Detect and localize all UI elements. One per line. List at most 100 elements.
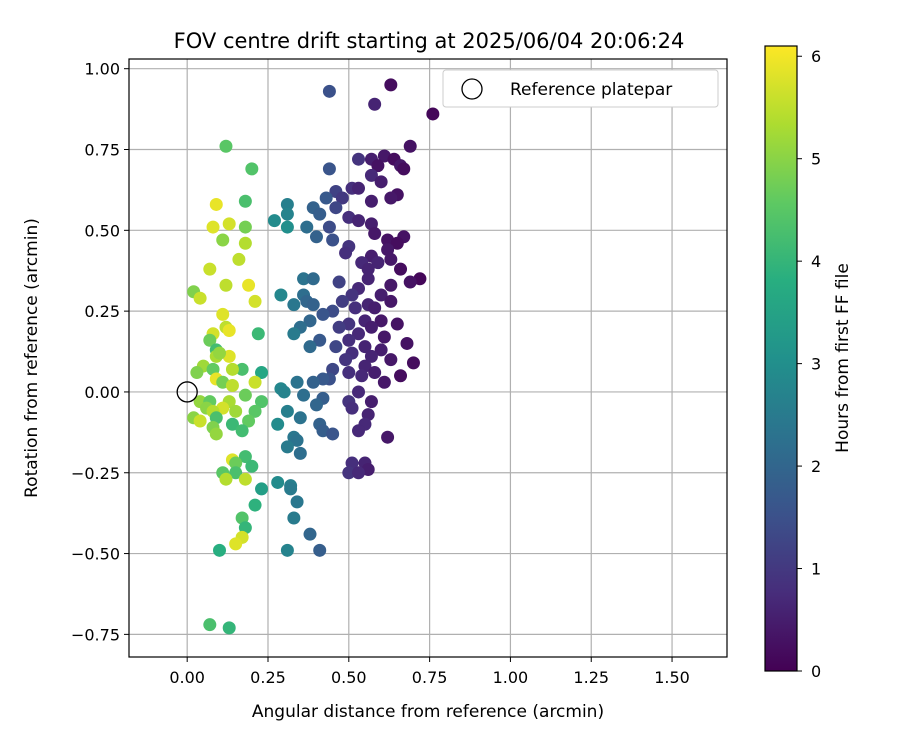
data-point [280, 220, 294, 234]
data-point [287, 327, 301, 341]
data-point [290, 495, 304, 509]
data-point [316, 307, 330, 321]
data-point [203, 618, 217, 632]
data-point [216, 307, 230, 321]
data-point [293, 411, 307, 425]
data-point [219, 278, 233, 292]
data-point [238, 388, 252, 402]
y-tick-label: 0.75 [84, 141, 120, 160]
data-point [345, 401, 359, 415]
x-axis-ticks: 0.00 0.25 0.50 0.75 1.00 1.25 1.50 [169, 657, 690, 687]
x-tick-label: 0.00 [169, 668, 205, 687]
data-point [355, 369, 369, 383]
data-point [332, 320, 346, 334]
data-point [290, 433, 304, 447]
x-tick-label: 1.25 [573, 668, 609, 687]
data-point [406, 356, 420, 370]
x-tick-label: 0.25 [250, 668, 286, 687]
data-point [255, 395, 269, 409]
data-point [361, 272, 375, 286]
y-axis-ticks: −0.75 −0.50 −0.25 0.00 0.25 0.50 0.75 1.00 [71, 60, 129, 644]
data-point [361, 262, 375, 276]
data-point [248, 294, 262, 308]
data-point [326, 427, 340, 441]
data-point [342, 333, 356, 347]
y-tick-label: 0.50 [84, 221, 120, 240]
data-point [352, 327, 366, 341]
data-point [374, 314, 388, 328]
data-point [426, 107, 440, 121]
data-point [329, 201, 343, 215]
data-point [206, 220, 220, 234]
data-points [187, 78, 440, 635]
data-point [235, 362, 249, 376]
data-point [242, 414, 256, 428]
data-point [225, 417, 239, 431]
data-point [235, 424, 249, 438]
data-point [209, 197, 223, 211]
data-point [345, 288, 359, 302]
colorbar-tick-label: 2 [811, 457, 821, 476]
plot-frame [128, 58, 728, 658]
data-point [225, 378, 239, 392]
colorbar-tick-label: 3 [811, 355, 821, 374]
data-point [374, 175, 388, 189]
data-point [287, 511, 301, 525]
data-point [384, 353, 398, 367]
data-point [229, 456, 243, 470]
data-point [364, 395, 378, 409]
data-point [322, 84, 336, 98]
data-point [267, 214, 281, 228]
data-point [303, 527, 317, 541]
data-point [193, 414, 207, 428]
data-point [306, 272, 320, 286]
data-point [390, 317, 404, 331]
data-point [368, 227, 382, 241]
data-point [332, 275, 346, 289]
data-point [374, 343, 388, 357]
data-point [280, 404, 294, 418]
data-point [400, 336, 414, 350]
x-tick-label: 1.50 [654, 668, 690, 687]
data-point [219, 139, 233, 153]
data-point [190, 366, 204, 380]
data-point [384, 191, 398, 205]
colorbar-tick-label: 5 [811, 150, 821, 169]
data-point [242, 278, 256, 292]
data-point [213, 543, 227, 557]
data-point [342, 366, 356, 380]
data-point [287, 298, 301, 312]
data-point [352, 214, 366, 228]
data-point [290, 375, 304, 389]
colorbar-label: Hours from first FF file [833, 263, 853, 453]
y-tick-label: 1.00 [84, 60, 120, 79]
y-tick-label: −0.50 [71, 545, 120, 564]
data-point [309, 398, 323, 412]
data-point [238, 220, 252, 234]
data-point [403, 139, 417, 153]
data-point [222, 217, 236, 231]
data-point [245, 162, 259, 176]
colorbar-tick-label: 6 [811, 47, 821, 66]
data-point [313, 207, 327, 221]
data-point [280, 197, 294, 211]
data-point [274, 288, 288, 302]
data-point [352, 152, 366, 166]
grid-lines [129, 59, 727, 657]
data-point [203, 262, 217, 276]
data-point [364, 194, 378, 208]
data-point [203, 333, 217, 347]
data-point [245, 459, 259, 473]
data-point [397, 162, 411, 176]
data-point [238, 236, 252, 250]
data-point [284, 482, 298, 496]
data-point [297, 388, 311, 402]
data-point [368, 97, 382, 111]
legend-reference-icon [461, 78, 483, 100]
y-tick-label: 0.25 [84, 302, 120, 321]
data-point [280, 543, 294, 557]
colorbar [764, 45, 798, 672]
colorbar-tick-label: 1 [811, 560, 821, 579]
data-point [335, 294, 349, 308]
data-point [232, 252, 246, 266]
